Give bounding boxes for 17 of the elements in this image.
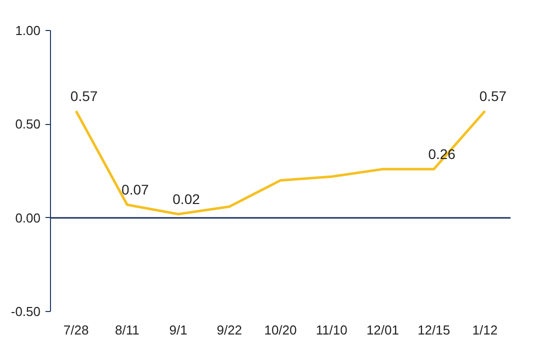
x-tick-label: 8/11 [115,322,140,338]
text: -0.50 [10,304,41,319]
x-tick-label: 12/15 [418,322,450,338]
x-tick-label: 9/22 [216,322,242,338]
text: 0.00 [15,210,41,226]
data-label: 0.57 [70,88,98,104]
data-label: 0.07 [122,182,150,198]
x-tick-label: 1/12 [472,322,498,338]
text: 0.50 [15,116,41,132]
data-label: 0.57 [479,88,507,104]
x-tick-label: 9/1 [169,322,188,338]
text: 1.00 [15,23,41,38]
x-tick-label: 11/10 [316,322,348,338]
x-tick-label: 10/20 [264,322,297,338]
data-label: 0.02 [172,191,200,208]
x-tick-label: 12/01 [366,322,400,338]
x-tick-label: 7/28 [63,322,89,338]
